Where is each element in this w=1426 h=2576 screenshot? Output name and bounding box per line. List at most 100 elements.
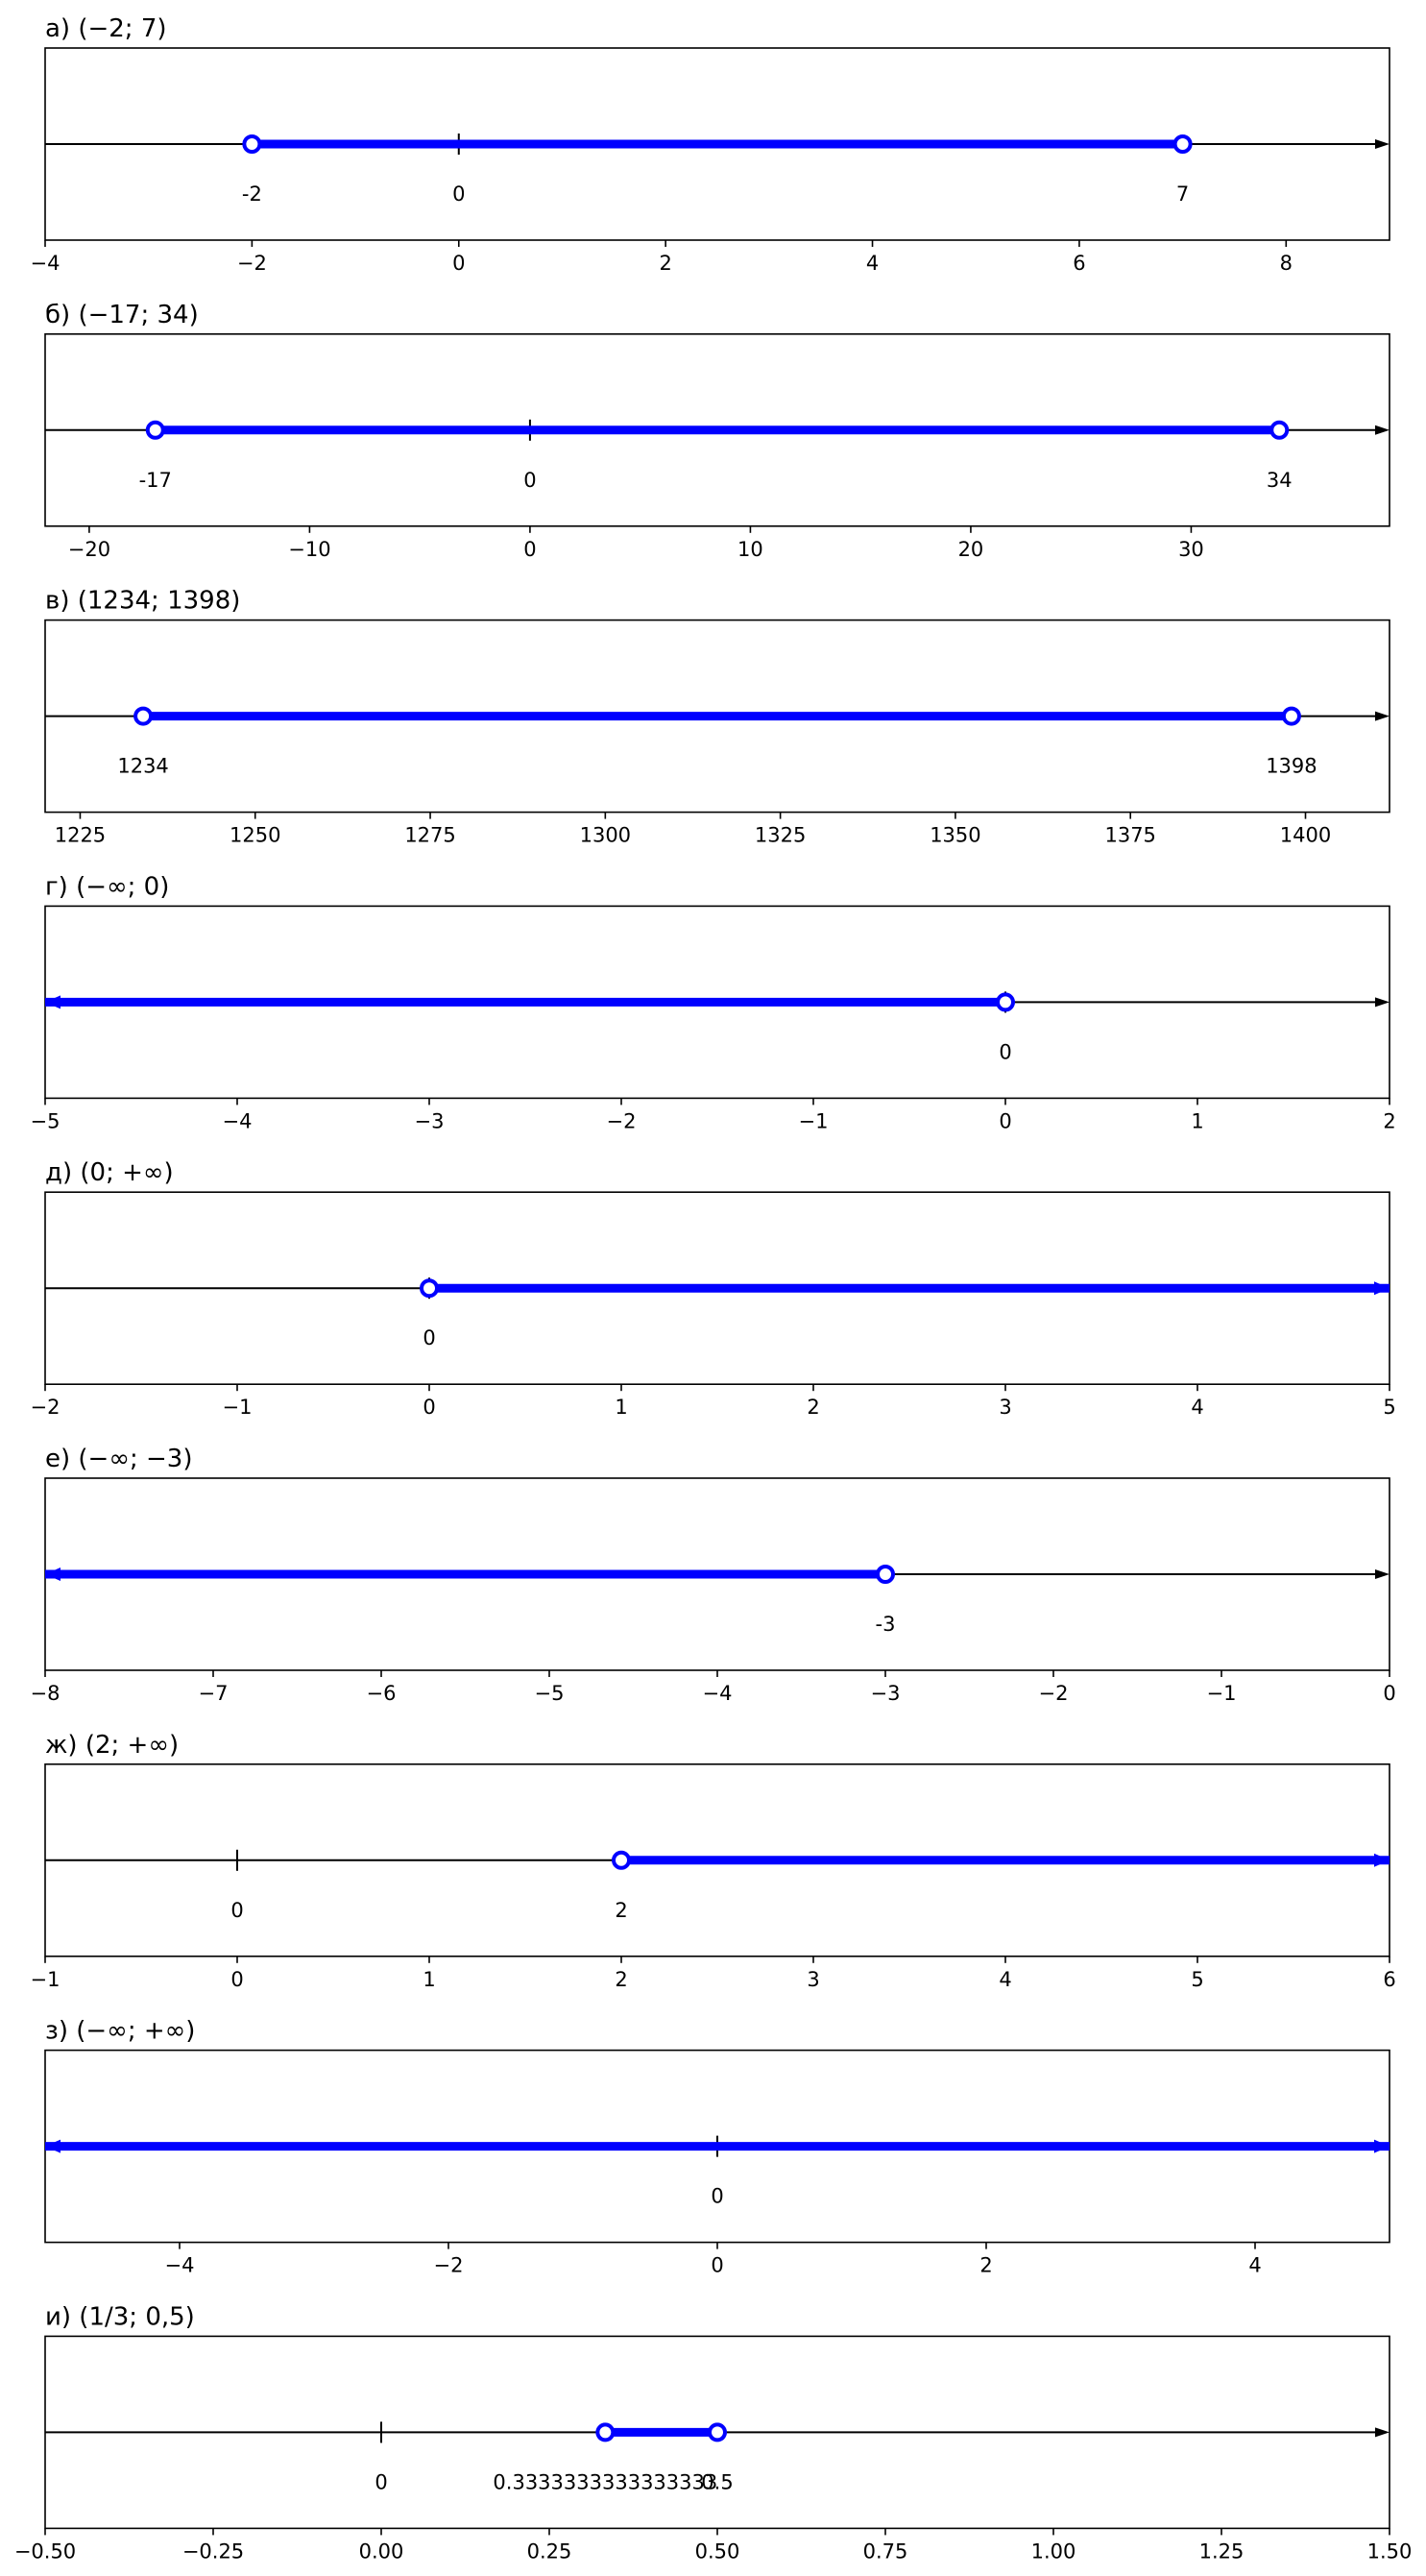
x-tick-label: −6 <box>367 1682 397 1705</box>
panel-title: з) (−∞; +∞) <box>45 2017 195 2046</box>
panel-title: ж) (2; +∞) <box>45 1731 179 1760</box>
x-tick-label: 1250 <box>230 824 280 847</box>
x-tick-label: 1325 <box>755 824 806 847</box>
open-endpoint <box>1281 706 1301 726</box>
interval-right-arrow <box>1374 1853 1390 1867</box>
x-tick-label: 0 <box>711 2254 723 2277</box>
x-tick-label: 0 <box>999 1109 1011 1132</box>
panel-7: ж) (2; +∞) 0 2 −1 0 1 2 3 4 5 6 <box>31 1731 1396 1991</box>
x-tick-label: 1.25 <box>1199 2540 1245 2563</box>
x-tick-label: 30 <box>1178 538 1204 561</box>
panel-3: в) (1234; 1398) 1234 1398 1225 1250 1275 1300 1… <box>44 587 1390 847</box>
x-tick-label: 2 <box>615 1968 627 1991</box>
interval-right-arrow <box>1374 1281 1390 1296</box>
open-endpoint <box>145 420 165 440</box>
x-tick-label: −2 <box>1039 1682 1069 1705</box>
x-tick-label: 5 <box>1383 1396 1395 1419</box>
point-label: 0.5 <box>701 2470 733 2493</box>
x-tick-label: −0.25 <box>182 2540 244 2563</box>
open-endpoint <box>242 134 262 154</box>
x-tick-label: 4 <box>866 252 879 275</box>
x-tick-label: 4 <box>999 1968 1011 1991</box>
x-tick-label: −3 <box>871 1682 901 1705</box>
open-endpoint <box>1269 420 1290 440</box>
x-tick-label: −1 <box>1207 1682 1237 1705</box>
x-tick-label: 0.75 <box>863 2540 908 2563</box>
x-tick-label: −2 <box>607 1109 637 1132</box>
x-tick-label: 3 <box>807 1968 819 1991</box>
open-endpoint <box>133 706 154 726</box>
interval-left-arrow <box>45 1567 60 1581</box>
x-tick-label: 1.50 <box>1367 2540 1413 2563</box>
x-tick-label: −2 <box>237 252 267 275</box>
point-label: 0 <box>999 1040 1011 1063</box>
point-label: 1398 <box>1266 755 1317 778</box>
x-tick-label: −10 <box>288 538 330 561</box>
x-tick-label: 8 <box>1280 252 1293 275</box>
x-tick-label: 0 <box>1383 1682 1395 1705</box>
point-label: 0 <box>230 1899 243 1922</box>
axis-arrowhead <box>1375 425 1390 435</box>
x-tick-label: 1 <box>615 1396 627 1419</box>
point-label: 7 <box>1176 182 1189 206</box>
x-tick-label: 0.00 <box>359 2540 404 2563</box>
point-label: -3 <box>876 1613 896 1636</box>
x-tick-label: 2 <box>659 252 671 275</box>
x-tick-label: 3 <box>999 1396 1011 1419</box>
x-tick-label: −8 <box>31 1682 60 1705</box>
panel-5: д) (0; +∞) 0 −2 −1 0 1 2 3 4 5 <box>31 1158 1396 1419</box>
point-label: 0 <box>452 182 465 206</box>
x-tick-label: 2 <box>807 1396 819 1419</box>
x-tick-label: −1 <box>31 1968 60 1991</box>
interval-left-arrow <box>45 995 60 1009</box>
x-tick-label: 0 <box>452 252 465 275</box>
x-tick-label: 6 <box>1383 1968 1395 1991</box>
open-endpoint <box>612 1850 631 1870</box>
panel-title: г) (−∞; 0) <box>45 872 169 901</box>
point-label: 0 <box>423 1326 435 1349</box>
point-label: -17 <box>139 469 172 492</box>
x-tick-label: −0.50 <box>14 2540 76 2563</box>
point-label: 34 <box>1267 469 1293 492</box>
x-tick-label: 0 <box>230 1968 243 1991</box>
x-tick-label: −4 <box>223 1109 253 1132</box>
point-label: 0 <box>711 2185 723 2208</box>
point-label: 1234 <box>117 755 168 778</box>
x-tick-label: 1 <box>423 1968 435 1991</box>
point-label: 0 <box>375 2470 387 2493</box>
axis-arrowhead <box>1375 139 1390 149</box>
panel-title: и) (1/3; 0,5) <box>45 2302 195 2331</box>
x-tick-label: 1375 <box>1104 824 1155 847</box>
x-tick-label: −5 <box>31 1109 60 1132</box>
x-tick-label: −4 <box>165 2254 195 2277</box>
panel-1: а) (−2; 7) -2 0 7 −4 −2 0 2 4 6 8 <box>31 14 1390 275</box>
axis-arrowhead <box>1375 1569 1390 1579</box>
open-endpoint <box>420 1278 439 1299</box>
x-tick-label: 1400 <box>1280 824 1331 847</box>
panel-2: б) (−17; 34) -17 0 34 −20 −10 0 10 20 30 <box>44 301 1390 561</box>
point-label: -2 <box>242 182 262 206</box>
x-tick-label: −1 <box>799 1109 829 1132</box>
point-label: 0 <box>523 469 536 492</box>
panel-title: е) (−∞; −3) <box>45 1445 193 1473</box>
x-tick-label: −20 <box>68 538 110 561</box>
x-tick-label: 1300 <box>580 824 631 847</box>
x-tick-label: −4 <box>703 1682 733 1705</box>
open-endpoint <box>1172 134 1193 154</box>
open-endpoint <box>996 992 1015 1012</box>
x-tick-label: 0.25 <box>527 2540 572 2563</box>
point-label: 2 <box>615 1899 627 1922</box>
interval-left-arrow <box>45 2139 60 2153</box>
panel-title: а) (−2; 7) <box>45 14 167 43</box>
x-tick-label: 10 <box>737 538 763 561</box>
x-tick-label: 4 <box>1248 2254 1261 2277</box>
x-tick-label: −5 <box>535 1682 565 1705</box>
point-label: 0.3333333333333333 <box>493 2470 717 2493</box>
axis-arrowhead <box>1375 711 1390 721</box>
x-tick-label: 0 <box>523 538 536 561</box>
x-tick-label: −3 <box>415 1109 445 1132</box>
x-tick-label: 1.00 <box>1031 2540 1076 2563</box>
x-tick-label: 1275 <box>404 824 455 847</box>
